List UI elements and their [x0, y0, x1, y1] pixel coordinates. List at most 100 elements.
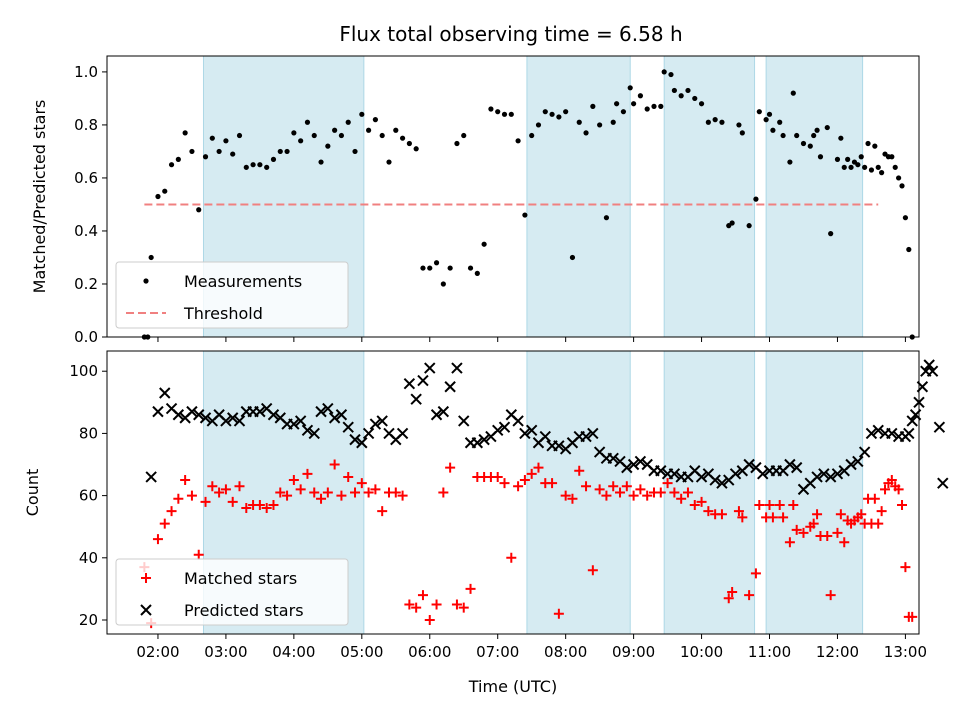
matched-star-marker — [873, 518, 884, 529]
matched-star-marker — [431, 599, 442, 610]
measurement-point — [243, 164, 249, 170]
matched-star-marker — [594, 484, 605, 495]
predicted-star-marker — [145, 471, 157, 483]
legend-label: Threshold — [183, 304, 263, 323]
matched-star-marker — [869, 493, 880, 504]
matched-star-marker — [662, 478, 673, 489]
matched-star-marker — [703, 506, 714, 517]
measurement-point — [627, 85, 633, 91]
bottom-legend-box — [115, 558, 349, 626]
measurement-point — [379, 132, 385, 139]
measurement-point — [440, 281, 446, 287]
measurement-point — [474, 270, 480, 276]
measurement-point — [671, 87, 677, 94]
predicted-star-marker — [668, 468, 681, 480]
legend-matched-marker — [141, 573, 151, 583]
predicted-star-marker — [716, 477, 728, 489]
predicted-star-marker — [906, 415, 918, 427]
y-tick-label: 0.2 — [74, 275, 98, 293]
predicted-star-marker — [580, 430, 592, 443]
matched-star-marker — [404, 599, 415, 610]
predicted-star-marker — [729, 468, 742, 480]
matched-star-marker — [791, 524, 802, 535]
measurement-point — [739, 130, 745, 136]
matched-star-marker — [370, 484, 381, 495]
matched-star-marker — [825, 590, 836, 601]
matched-star-marker — [316, 493, 327, 504]
measurement-point — [868, 167, 875, 173]
measurement-point — [393, 127, 399, 133]
matched-star-marker — [186, 490, 197, 501]
matched-star-marker — [241, 503, 252, 514]
measurement-point — [549, 111, 555, 117]
measurement-point — [770, 127, 776, 133]
measurement-point — [175, 156, 181, 162]
y-tick-label: 60 — [79, 487, 98, 505]
matched-star-marker — [764, 499, 775, 510]
measurement-point — [807, 143, 813, 149]
matched-star-marker — [581, 481, 592, 492]
matched-star-marker — [812, 509, 823, 520]
predicted-star-marker — [655, 465, 667, 477]
matched-star-marker — [835, 509, 846, 520]
matched-star-marker — [744, 590, 755, 601]
matched-star-marker — [587, 565, 598, 576]
measurement-point — [495, 109, 501, 115]
predicted-star-marker — [478, 433, 490, 446]
predicted-star-marker — [396, 427, 409, 440]
matched-star-marker — [200, 496, 211, 507]
x-tick-label: 04:00 — [272, 643, 315, 661]
y-tick-label: 0.0 — [74, 328, 98, 346]
predicted-star-marker — [818, 468, 830, 480]
matched-star-marker — [547, 478, 558, 489]
predicted-star-marker — [553, 440, 565, 452]
matched-star-marker — [723, 593, 734, 604]
measurement-point — [712, 117, 718, 123]
measurement-point — [413, 146, 419, 152]
matched-star-marker — [275, 487, 286, 498]
measurement-point — [780, 132, 786, 139]
bottom-axes-frame — [106, 350, 920, 635]
matched-star-marker — [621, 481, 632, 492]
measurement-point — [603, 215, 610, 221]
predicted-star-marker — [233, 415, 246, 427]
legend-measurements-marker — [143, 278, 149, 284]
predicted-star-marker — [356, 437, 368, 449]
predicted-star-marker — [872, 424, 884, 437]
matched-star-marker — [880, 484, 891, 495]
measurement-point — [763, 117, 769, 123]
matched-star-marker — [438, 487, 449, 498]
matched-star-marker — [774, 499, 785, 510]
predicted-star-marker — [294, 415, 307, 427]
matched-star-marker — [526, 468, 537, 479]
matched-star-marker — [716, 509, 727, 520]
matched-star-marker — [411, 602, 422, 613]
matched-star-marker — [322, 487, 333, 498]
y-tick-label: 100 — [69, 362, 98, 380]
measurement-point — [162, 188, 168, 194]
predicted-star-marker — [709, 474, 721, 486]
predicted-star-marker — [315, 405, 327, 418]
measurement-point — [736, 122, 742, 128]
predicted-star-marker — [512, 415, 524, 427]
predicted-star-marker — [424, 362, 436, 374]
x-tick-label: 10:00 — [680, 643, 723, 661]
measurement-point — [332, 127, 338, 133]
matched-star-marker — [356, 478, 367, 489]
x-tick-label: 09:00 — [612, 643, 655, 661]
matched-star-marker — [193, 549, 204, 560]
y-tick-label: 0.4 — [74, 222, 98, 240]
y-tick-label: 20 — [79, 611, 98, 629]
measurement-point — [902, 215, 909, 221]
measurement-point — [223, 138, 229, 144]
predicted-star-marker — [858, 446, 871, 458]
measurement-point — [155, 193, 161, 200]
matched-star-marker — [166, 506, 177, 517]
predicted-star-marker — [831, 468, 844, 480]
matched-star-marker — [574, 465, 585, 476]
measurement-point — [597, 122, 603, 128]
measurement-point — [651, 103, 657, 109]
predicted-star-marker — [471, 437, 484, 449]
predicted-star-marker — [267, 409, 280, 421]
predicted-star-marker — [342, 421, 354, 433]
